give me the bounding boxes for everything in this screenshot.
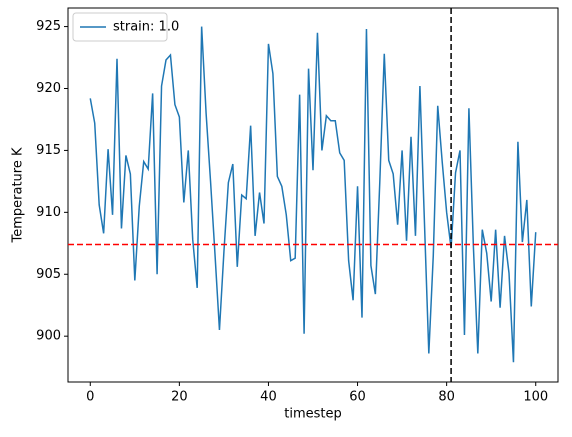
y-tick-label: 905 <box>36 267 61 282</box>
x-tick-label: 20 <box>171 390 188 405</box>
y-tick-label: 910 <box>36 205 61 220</box>
y-tick-label: 920 <box>36 81 61 96</box>
x-tick-label: 80 <box>438 390 455 405</box>
x-tick-label: 0 <box>86 390 94 405</box>
x-axis-label: timestep <box>284 407 342 422</box>
plot-frame <box>67 7 559 383</box>
x-tick-label: 60 <box>349 390 366 405</box>
x-tick-label: 40 <box>260 390 277 405</box>
y-tick-label: 900 <box>36 329 61 344</box>
legend-box <box>72 12 168 42</box>
y-tick-label: 925 <box>36 19 61 34</box>
y-axis-label: Temperature K <box>11 147 26 243</box>
legend-label: strain: 1.0 <box>113 20 179 35</box>
data-line <box>89 26 537 363</box>
y-tick-label: 915 <box>36 143 61 158</box>
x-tick-label: 100 <box>523 390 548 405</box>
